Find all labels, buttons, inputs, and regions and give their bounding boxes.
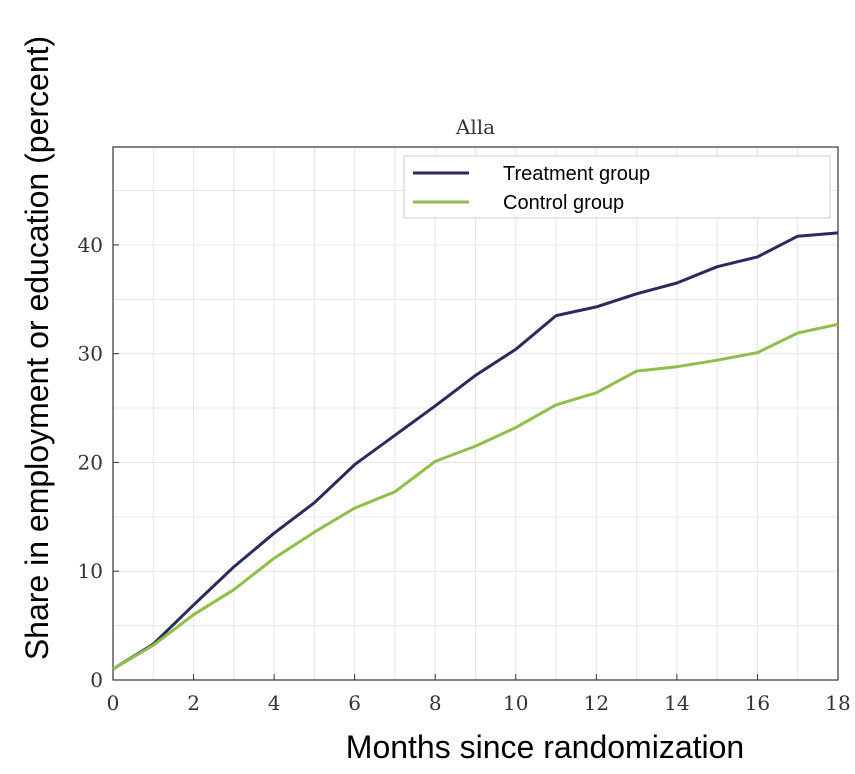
axis-ticks: 0 2 4 6 8 10 12 14 16 18 0 10 20 30 40 xyxy=(78,233,851,715)
x-tick-label: 0 xyxy=(107,691,120,715)
legend-label-control: Control group xyxy=(503,192,624,214)
x-tick-label: 14 xyxy=(664,691,689,715)
y-tick-label: 40 xyxy=(78,233,103,257)
x-tick-label: 2 xyxy=(187,691,200,715)
y-tick-label: 0 xyxy=(90,668,103,692)
x-tick-label: 6 xyxy=(348,691,361,715)
x-tick-label: 18 xyxy=(825,691,850,715)
plot-frame xyxy=(112,146,839,681)
y-axis-label: Share in employment or education (percen… xyxy=(19,36,55,660)
series-line-control xyxy=(112,322,839,671)
x-tick-label: 10 xyxy=(503,691,528,715)
x-tick-label: 16 xyxy=(745,691,770,715)
chart-title: Alla xyxy=(455,115,495,139)
x-tick-label: 4 xyxy=(268,691,281,715)
gridlines xyxy=(112,147,839,681)
legend-box xyxy=(403,155,831,219)
x-tick-label: 12 xyxy=(584,691,609,715)
legend-label-treatment: Treatment group xyxy=(503,163,650,185)
y-tick-label: 20 xyxy=(78,450,103,474)
legend: Treatment group Control group xyxy=(403,155,831,219)
y-tick-label: 30 xyxy=(78,342,103,366)
x-tick-label: 8 xyxy=(429,691,442,715)
x-axis-label: Months since randomization xyxy=(346,729,744,765)
series-line-treatment xyxy=(112,231,839,671)
y-tick-label: 10 xyxy=(78,559,103,583)
series-layer xyxy=(112,231,839,671)
